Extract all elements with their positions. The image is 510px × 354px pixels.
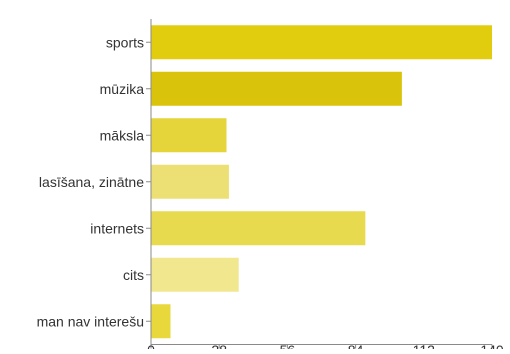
category-label: cits — [123, 267, 144, 283]
bar-1 — [151, 71, 402, 106]
bar-6 — [151, 304, 171, 339]
x-tick-label: 112 — [413, 342, 436, 349]
bars-layer — [151, 25, 492, 339]
category-label: lasīšana, zinātne — [39, 174, 144, 190]
bar-0 — [151, 25, 492, 60]
x-tick-label: 84 — [348, 342, 364, 349]
category-label: internets — [90, 220, 144, 236]
category-label: māksla — [100, 127, 145, 143]
x-tick-label: 56 — [280, 342, 296, 349]
bar-5 — [151, 257, 239, 292]
x-tick-label: 28 — [211, 342, 227, 349]
bar-2 — [151, 118, 227, 153]
bar-4 — [151, 211, 366, 246]
bar-3 — [151, 164, 229, 199]
x-tick-label: 140 — [480, 342, 504, 349]
x-tick-label: 0 — [147, 342, 155, 349]
category-labels: sports mūzika māksla lasīšana, zinātne inter… — [37, 34, 145, 329]
category-label: mūzika — [100, 81, 145, 97]
category-label: man nav interešu — [37, 313, 144, 329]
category-label: sports — [106, 34, 144, 50]
